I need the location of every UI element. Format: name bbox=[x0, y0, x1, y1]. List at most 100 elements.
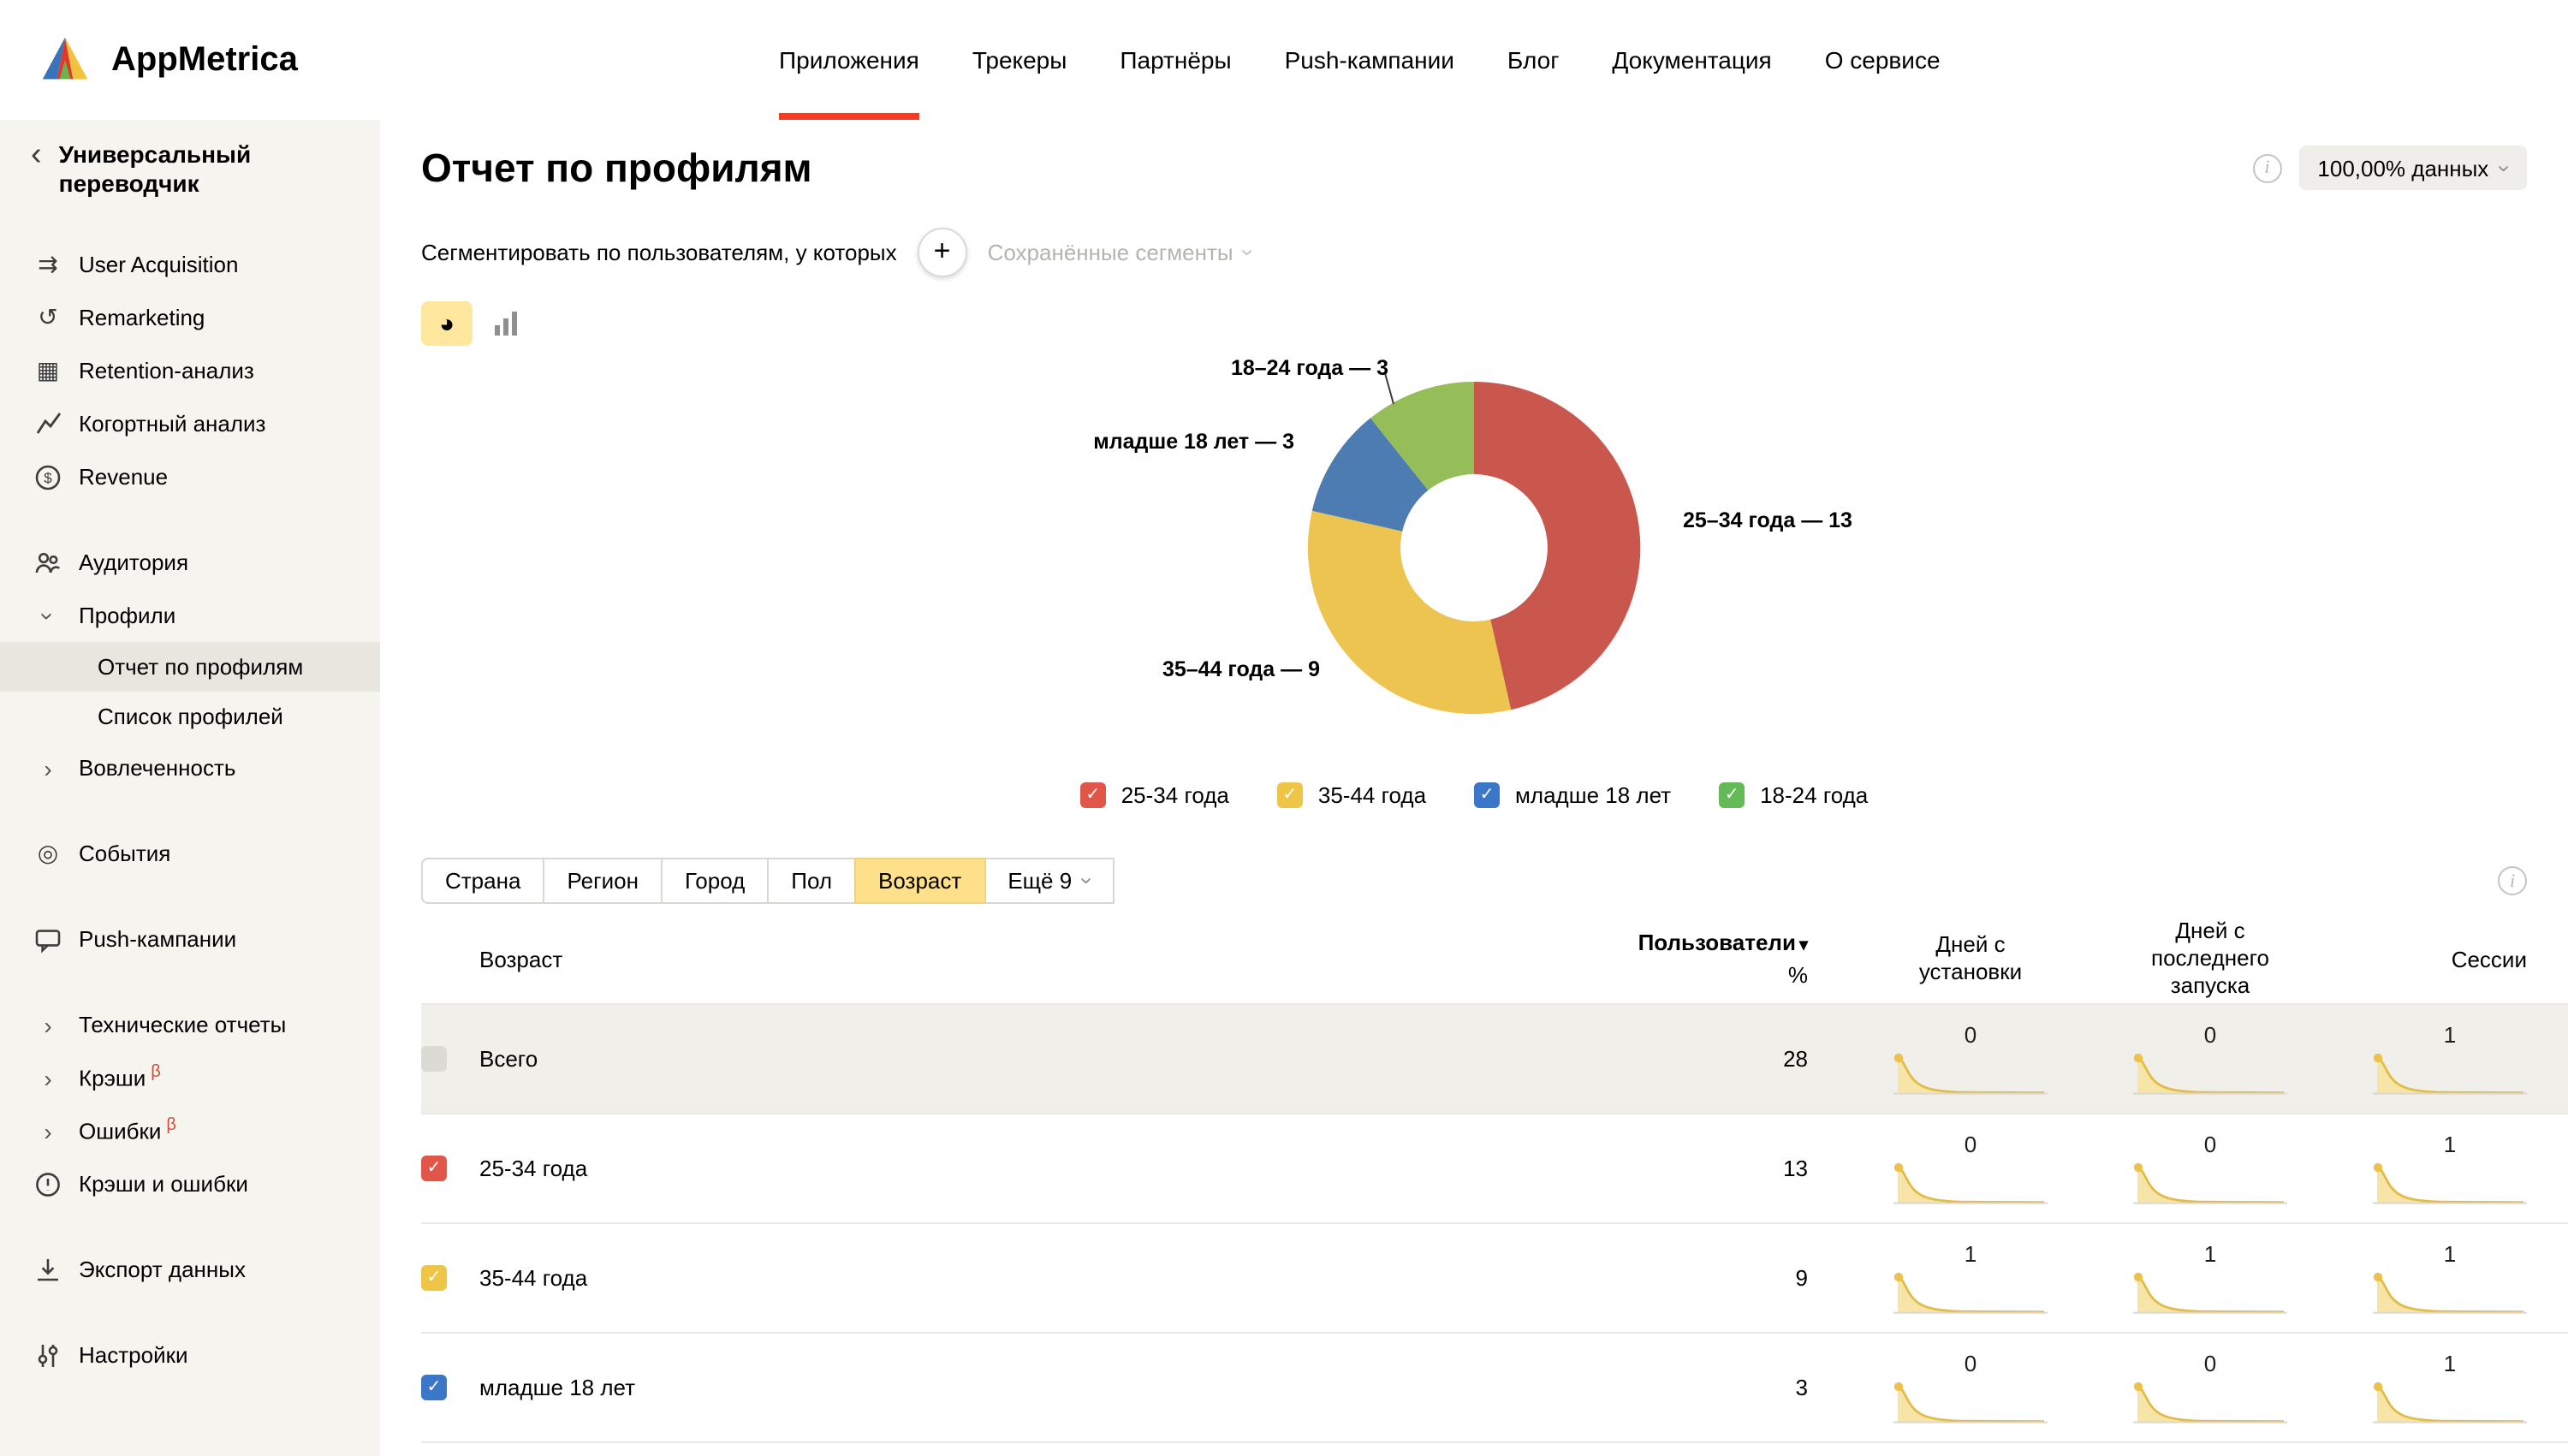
donut-slice[interactable] bbox=[1370, 382, 1474, 490]
donut-chart-svg[interactable] bbox=[1286, 360, 1662, 736]
info-icon[interactable]: i bbox=[2252, 153, 2282, 182]
current-app-name: Универсальный переводчик bbox=[58, 140, 252, 197]
legend-item[interactable]: ✓ младше 18 лет bbox=[1474, 781, 1671, 810]
saved-segments-dropdown[interactable]: Сохранённые сегменты › bbox=[988, 239, 1262, 264]
app-switcher[interactable]: ‹ Универсальный переводчик bbox=[0, 120, 380, 205]
top-header: AppMetrica Приложения Трекеры Партнёры P… bbox=[0, 0, 2568, 120]
sidebar-item-settings[interactable]: Настройки bbox=[0, 1328, 380, 1382]
filter-region[interactable]: Регион bbox=[543, 858, 663, 904]
appmetrica-logo[interactable]: AppMetrica bbox=[39, 34, 298, 86]
legend-checkbox[interactable]: ✓ bbox=[1719, 782, 1745, 808]
legend-item[interactable]: ✓ 18-24 года bbox=[1719, 781, 1868, 810]
sidebar-item-profile-list[interactable]: Список профилей bbox=[0, 692, 380, 741]
sidebar-item-label: Технические отчеты bbox=[79, 1012, 287, 1037]
chevron-left-icon: ‹ bbox=[31, 137, 42, 173]
row-users-value: 13 bbox=[1783, 1156, 1808, 1181]
sidebar-item-retention[interactable]: ▦ Retention-анализ bbox=[0, 344, 380, 397]
sidebar-item-tech-reports[interactable]: › Технические отчеты bbox=[0, 998, 380, 1051]
nav-item-apps[interactable]: Приложения bbox=[779, 0, 919, 120]
sparkline-days-since-install: 0 bbox=[1893, 1132, 2048, 1205]
row-checkbox[interactable]: ✓ bbox=[421, 1265, 447, 1291]
sidebar-item-audience[interactable]: Аудитория bbox=[0, 536, 380, 589]
nav-item-partners[interactable]: Партнёры bbox=[1120, 46, 1232, 74]
sparkline-sessions: 1 bbox=[2373, 1351, 2527, 1424]
chart-type-toggle: ◕ bbox=[421, 301, 2527, 346]
data-share-selector[interactable]: 100,00% данных › bbox=[2298, 146, 2527, 190]
bar-chart-toggle[interactable] bbox=[481, 301, 532, 346]
sidebar-item-errors[interactable]: › Ошибки β bbox=[0, 1104, 380, 1157]
beta-badge: β bbox=[166, 1116, 176, 1136]
filter-country[interactable]: Страна bbox=[421, 858, 545, 904]
nav-item-about[interactable]: О сервисе bbox=[1824, 46, 1941, 74]
sparkline-chart bbox=[2373, 1380, 2527, 1424]
sparkline-chart bbox=[1893, 1051, 2048, 1096]
svg-text:$: $ bbox=[44, 469, 52, 485]
col-header-days-since-install: Дней с установки bbox=[1918, 931, 2023, 984]
nav-item-push-campaigns[interactable]: Push-кампании bbox=[1284, 46, 1454, 74]
donut-slice[interactable] bbox=[1307, 510, 1512, 715]
legend-checkbox[interactable]: ✓ bbox=[1079, 782, 1106, 808]
table-header: Возраст Пользователи ▾ % Дней с установки… bbox=[421, 914, 2568, 1003]
legend-checkbox[interactable]: ✓ bbox=[1474, 782, 1501, 808]
filter-age[interactable]: Возраст bbox=[854, 858, 986, 904]
donut-slice[interactable] bbox=[1474, 381, 1641, 710]
sidebar-item-label: Аудитория bbox=[79, 550, 189, 575]
sidebar-item-crashes[interactable]: › Крэши β bbox=[0, 1051, 380, 1104]
legend-item[interactable]: ✓ 35-44 года bbox=[1276, 781, 1426, 810]
sidebar-item-revenue[interactable]: $ Revenue bbox=[0, 450, 380, 503]
nav-item-docs[interactable]: Документация bbox=[1612, 46, 1772, 74]
sidebar-item-profiles[interactable]: › Профили bbox=[0, 589, 380, 642]
sidebar-item-cohort[interactable]: Когортный анализ bbox=[0, 397, 380, 450]
sidebar-item-push-campaigns[interactable]: Push-кампании bbox=[0, 912, 380, 966]
sparkline-days-since-install: 1 bbox=[1893, 1241, 2048, 1315]
sidebar-item-label: Remarketing bbox=[79, 305, 205, 330]
row-checkbox[interactable]: ✓ bbox=[421, 1156, 447, 1181]
nav-item-blog[interactable]: Блог bbox=[1507, 46, 1560, 74]
line-chart-icon bbox=[34, 411, 62, 437]
dimension-filters: Страна Регион Город Пол Возраст Ещё 9 › … bbox=[421, 858, 2527, 904]
sidebar-item-label: Retention-анализ bbox=[79, 358, 254, 383]
sidebar-item-label: Отчет по профилям bbox=[98, 654, 304, 680]
row-label: Всего bbox=[479, 1046, 538, 1072]
row-checkbox[interactable] bbox=[421, 1046, 447, 1072]
alert-circle-icon bbox=[34, 1170, 62, 1197]
info-icon[interactable]: i bbox=[2498, 866, 2527, 895]
sidebar-item-label: Push-кампании bbox=[79, 926, 237, 952]
filter-city[interactable]: Город bbox=[660, 858, 770, 904]
donut-slice[interactable] bbox=[1311, 418, 1429, 532]
sidebar-item-export[interactable]: Экспорт данных bbox=[0, 1243, 380, 1296]
legend-label: 18-24 года bbox=[1760, 782, 1869, 808]
row-users-value: 28 bbox=[1783, 1046, 1808, 1072]
sidebar-item-crashes-errors[interactable]: Крэши и ошибки bbox=[0, 1157, 380, 1210]
sort-desc-icon: ▾ bbox=[1798, 936, 1808, 955]
sidebar-item-engagement[interactable]: › Вовлеченность bbox=[0, 741, 380, 794]
col-header-users[interactable]: Пользователи ▾ % bbox=[1620, 930, 1808, 988]
row-checkbox[interactable]: ✓ bbox=[421, 1375, 447, 1400]
bar-chart-icon bbox=[495, 312, 517, 336]
legend-label: 25-34 года bbox=[1121, 782, 1229, 808]
row-label: 35-44 года bbox=[479, 1265, 588, 1291]
legend-item[interactable]: ✓ 25-34 года bbox=[1079, 781, 1229, 810]
sidebar-item-profile-report[interactable]: Отчет по профилям bbox=[0, 642, 380, 692]
chevron-right-icon: › bbox=[44, 1011, 52, 1038]
add-segment-button[interactable]: + bbox=[917, 227, 967, 276]
donut-chart: 25–34 года — 13 35–44 года — 9 младше 18… bbox=[421, 349, 2527, 715]
pie-chart-toggle[interactable]: ◕ bbox=[421, 301, 473, 346]
filter-gender[interactable]: Пол bbox=[767, 858, 857, 904]
donut-callout: 35–44 года — 9 bbox=[1162, 657, 1320, 681]
sparkline-chart bbox=[1893, 1161, 2048, 1205]
filter-more[interactable]: Ещё 9 › bbox=[984, 858, 1115, 904]
sparkline-chart bbox=[2373, 1161, 2527, 1205]
pie-chart-icon: ◕ bbox=[438, 309, 455, 338]
main-content: Отчет по профилям i 100,00% данных › Сег… bbox=[380, 120, 2568, 1456]
chevron-down-icon: › bbox=[1074, 877, 1101, 885]
sidebar-item-remarketing[interactable]: ↺ Remarketing bbox=[0, 291, 380, 344]
sidebar-item-user-acquisition[interactable]: ⇉ User Acquisition bbox=[0, 238, 380, 291]
segment-label: Сегментировать по пользователям, у котор… bbox=[421, 239, 897, 264]
legend-checkbox[interactable]: ✓ bbox=[1276, 782, 1303, 808]
nav-item-trackers[interactable]: Трекеры bbox=[972, 46, 1067, 74]
sidebar-item-events[interactable]: ◎ События bbox=[0, 827, 380, 880]
user-acquisition-icon: ⇉ bbox=[38, 250, 58, 277]
sidebar-item-label: User Acquisition bbox=[79, 252, 239, 277]
sparkline-days-since-last-launch: 0 bbox=[2133, 1351, 2287, 1424]
